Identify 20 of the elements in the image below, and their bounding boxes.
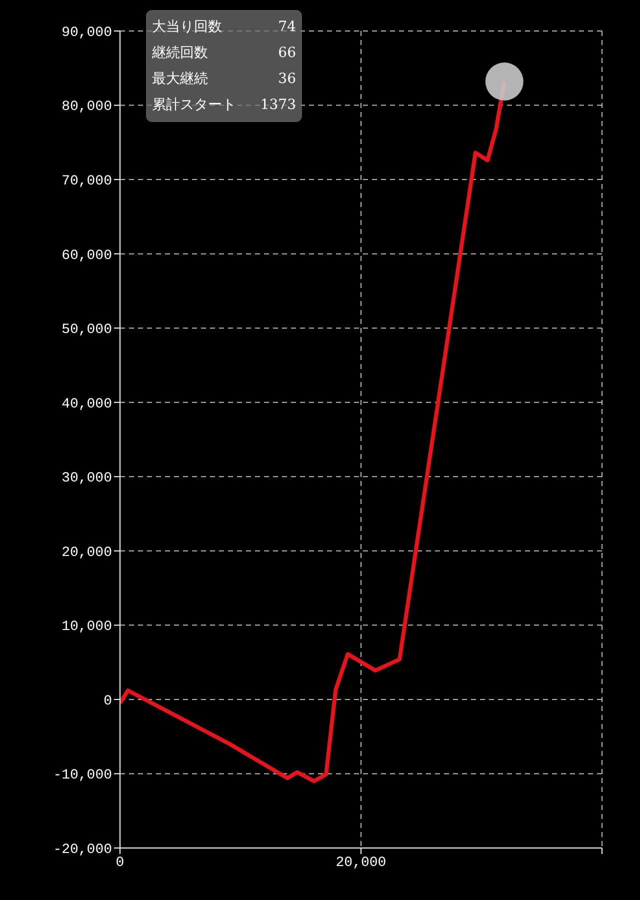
- annotation: 36: [278, 70, 296, 89]
- y-tick-label: 0: [104, 693, 112, 710]
- annotation: 1373: [260, 96, 296, 115]
- annotation: 最大継続: [152, 70, 208, 89]
- y-tick-label: 70,000: [62, 174, 112, 190]
- y-tick-label: 10,000: [62, 619, 112, 636]
- y-tick-label: 20,000: [62, 544, 112, 561]
- y-tick-label: -10,000: [53, 768, 112, 784]
- annotation: 74: [278, 18, 296, 37]
- y-tick-label: 30,000: [62, 470, 112, 487]
- annotation: 継続回数: [152, 44, 208, 63]
- y-tick-label: 60,000: [62, 248, 112, 264]
- y-tick-label: 90,000: [62, 24, 112, 41]
- annotation: 66: [278, 44, 296, 63]
- annotation: 大当り回数: [152, 18, 222, 37]
- y-tick-label: 50,000: [62, 322, 112, 338]
- y-tick-label: -20,000: [53, 842, 112, 858]
- y-tick-label: 40,000: [62, 396, 112, 412]
- y-tick-label: 80,000: [62, 99, 112, 116]
- annotation: 累計スタート: [152, 96, 236, 115]
